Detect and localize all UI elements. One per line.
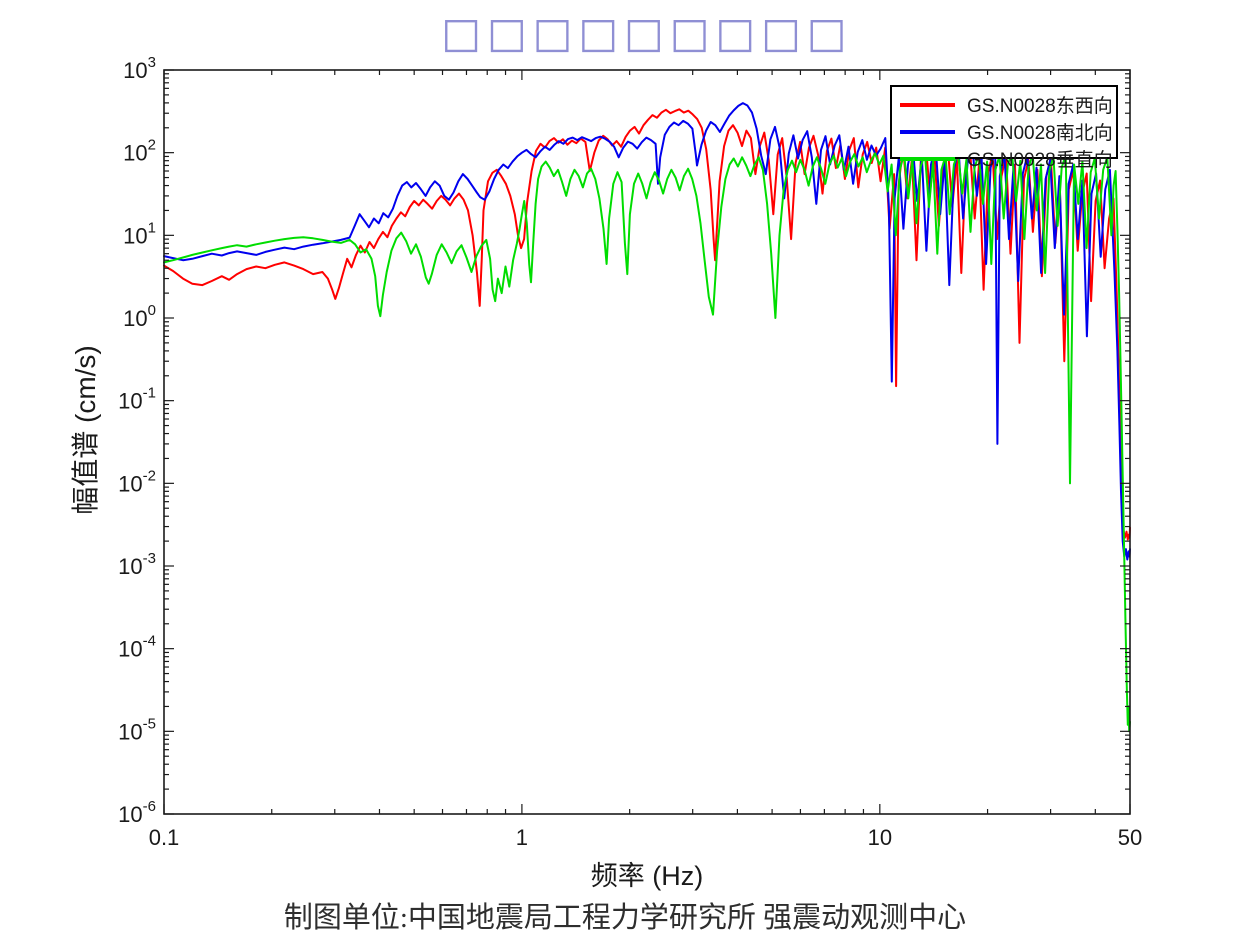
legend-label: GS.N0028垂直向 bbox=[967, 150, 1113, 171]
svg-text:10-4: 10-4 bbox=[118, 633, 156, 662]
legend-item-ns: GS.N0028南北向 bbox=[900, 118, 1113, 145]
svg-text:10-3: 10-3 bbox=[118, 550, 156, 579]
legend: GS.N0028东西向 GS.N0028南北向 GS.N0028垂直向 bbox=[890, 85, 1118, 171]
legend-item-ud: GS.N0028垂直向 bbox=[900, 145, 1113, 172]
legend-item-ew: GS.N0028东西向 bbox=[900, 91, 1113, 118]
svg-text:100: 100 bbox=[123, 302, 156, 331]
svg-text:10-5: 10-5 bbox=[118, 715, 156, 744]
legend-label: GS.N0028东西向 bbox=[967, 96, 1113, 117]
svg-text:10-2: 10-2 bbox=[118, 467, 156, 496]
svg-text:10-6: 10-6 bbox=[118, 798, 156, 827]
legend-label: GS.N0028南北向 bbox=[967, 123, 1113, 144]
legend-line-red bbox=[900, 102, 955, 107]
svg-text:10-1: 10-1 bbox=[118, 385, 156, 414]
svg-text:101: 101 bbox=[123, 219, 156, 248]
x-axis-label: 频率 (Hz) bbox=[590, 861, 704, 891]
svg-text:0.1: 0.1 bbox=[149, 825, 180, 850]
y-axis-label: 幅值谱 (cm/s) bbox=[70, 345, 101, 515]
caption: 制图单位:中国地震局工程力学研究所 强震动观测中心 bbox=[283, 902, 967, 934]
svg-text:10: 10 bbox=[868, 825, 892, 850]
svg-text:50: 50 bbox=[1118, 825, 1142, 850]
legend-line-green bbox=[900, 156, 955, 161]
legend-line-blue bbox=[900, 129, 955, 134]
chart-title: □□□□□□□□□ bbox=[441, 8, 853, 57]
svg-text:102: 102 bbox=[123, 137, 156, 166]
svg-text:1: 1 bbox=[516, 825, 528, 850]
svg-text:103: 103 bbox=[123, 54, 156, 83]
